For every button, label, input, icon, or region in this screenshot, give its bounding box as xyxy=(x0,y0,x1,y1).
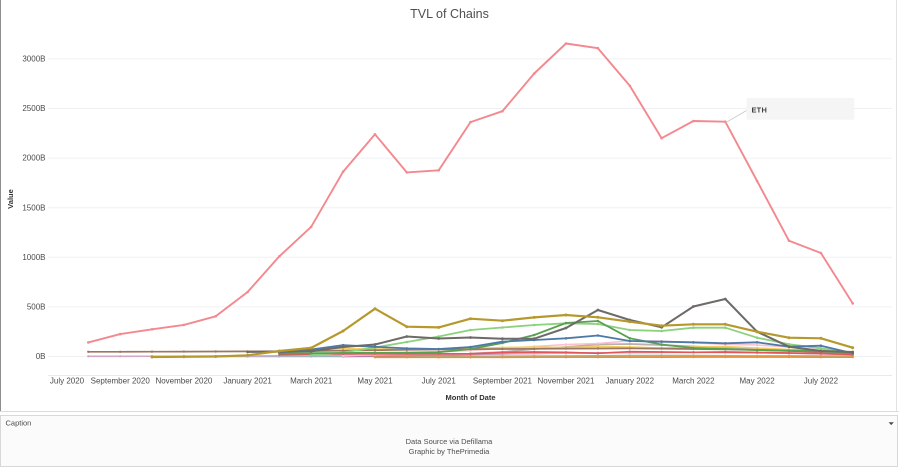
svg-text:3000B: 3000B xyxy=(22,55,45,64)
svg-text:November 2021: November 2021 xyxy=(538,377,595,386)
svg-text:September 2020: September 2020 xyxy=(91,377,151,386)
svg-text:March 2021: March 2021 xyxy=(290,377,333,386)
svg-text:TVL of Chains: TVL of Chains xyxy=(410,7,489,21)
svg-text:Graphic by ThePrimedia: Graphic by ThePrimedia xyxy=(409,447,491,456)
svg-text:January 2021: January 2021 xyxy=(223,377,272,386)
svg-text:May 2021: May 2021 xyxy=(357,377,393,386)
svg-text:Caption: Caption xyxy=(6,419,32,428)
svg-text:May 2022: May 2022 xyxy=(740,377,776,386)
svg-text:500B: 500B xyxy=(27,303,46,312)
svg-text:September 2021: September 2021 xyxy=(473,377,533,386)
svg-text:March 2022: March 2022 xyxy=(672,377,715,386)
svg-text:Data Source via Defillama: Data Source via Defillama xyxy=(406,437,494,446)
svg-text:November 2020: November 2020 xyxy=(155,377,212,386)
svg-text:2500B: 2500B xyxy=(22,104,45,113)
svg-text:1000B: 1000B xyxy=(22,253,45,262)
svg-text:0B: 0B xyxy=(36,352,46,361)
svg-text:Month of Date: Month of Date xyxy=(446,393,496,402)
svg-text:Value: Value xyxy=(6,189,15,209)
svg-text:July 2020: July 2020 xyxy=(50,377,85,386)
svg-text:July 2022: July 2022 xyxy=(804,377,839,386)
svg-text:January 2022: January 2022 xyxy=(606,377,655,386)
svg-text:ETH: ETH xyxy=(752,106,768,115)
svg-text:1500B: 1500B xyxy=(22,203,45,212)
svg-text:July 2021: July 2021 xyxy=(422,377,457,386)
svg-text:2000B: 2000B xyxy=(22,154,45,163)
